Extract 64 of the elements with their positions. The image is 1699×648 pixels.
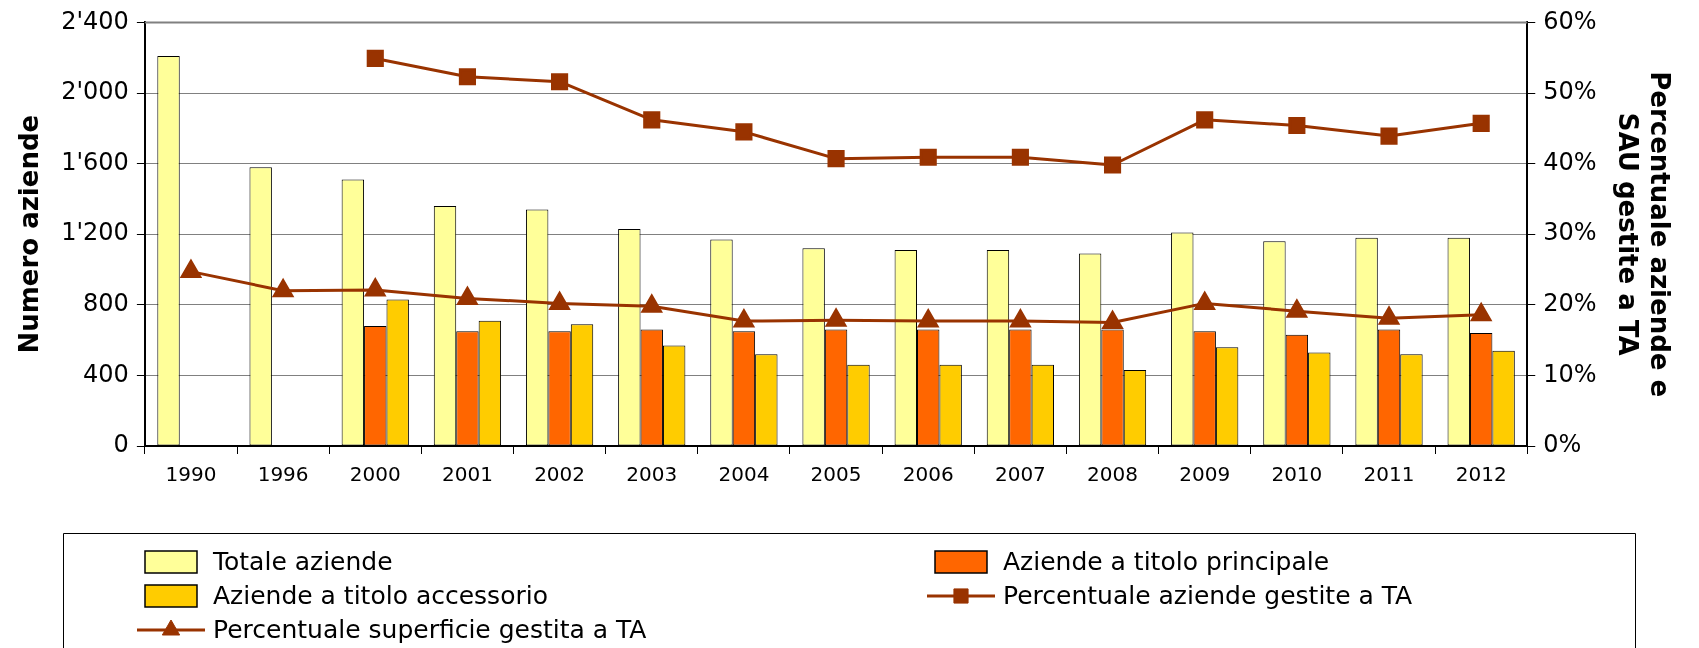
point: [1196, 111, 1214, 129]
point: [1010, 309, 1031, 328]
point: [919, 148, 937, 166]
point: [918, 309, 939, 328]
legend-label: Totale aziende: [212, 546, 393, 576]
y-tick-label: 2'000: [61, 77, 129, 106]
point: [827, 150, 845, 168]
y2-tick-label: 0%: [1543, 430, 1582, 459]
point: [1011, 148, 1029, 166]
x-tick-label: 2003: [626, 462, 678, 487]
legend-label: Aziende a titolo principale: [1003, 546, 1330, 576]
point: [641, 294, 662, 313]
point: [1102, 310, 1123, 329]
point: [1472, 114, 1490, 132]
x-tick-label: 2008: [1087, 462, 1138, 487]
point: [825, 308, 847, 327]
x-tick-label: 2012: [1455, 462, 1507, 487]
x-tick-label: 2000: [349, 462, 401, 487]
x-tick-label: 2006: [902, 462, 954, 487]
y-tick-label: 800: [83, 289, 129, 318]
x-tick-label: 1996: [257, 462, 309, 487]
y2-tick-label: 30%: [1543, 218, 1597, 247]
x-tick-label: 1990: [165, 462, 217, 487]
y-axis-title: Numero aziende: [14, 114, 45, 354]
x-tick-label: 2007: [994, 462, 1046, 487]
point: [366, 49, 384, 67]
y2-tick-label: 60%: [1543, 6, 1597, 35]
y2-axis-title: Percentuale aziende e SAU gestite a TA: [1613, 71, 1675, 398]
y-tick-label: 2'400: [61, 6, 129, 35]
y2-tick-label: 20%: [1543, 289, 1597, 318]
x-tick-label: 2004: [718, 462, 770, 487]
legend-label: Percentuale superficie gestita a TA: [213, 614, 647, 644]
x-tick-label: 2005: [810, 462, 862, 487]
point: [1288, 116, 1306, 135]
point: [735, 123, 753, 141]
point: [1380, 127, 1398, 145]
point: [457, 286, 478, 305]
point: [1103, 156, 1122, 174]
y2-tick-label: 10%: [1543, 359, 1597, 388]
point: [1286, 299, 1308, 318]
point: [549, 291, 570, 310]
x-tick-label: 2010: [1271, 462, 1323, 487]
point: [1378, 306, 1400, 325]
point: [180, 260, 202, 279]
x-tick-label: 2001: [441, 462, 493, 487]
point: [458, 68, 476, 86]
y-tick-label: 0: [113, 430, 129, 459]
y-tick-label: 1'200: [61, 218, 129, 247]
x-tick-label: 2002: [534, 462, 586, 487]
point: [1194, 291, 1215, 310]
legend-label: Aziende a titolo accessorio: [213, 580, 548, 610]
point: [733, 309, 755, 328]
x-tick-label: 2011: [1363, 462, 1415, 487]
point: [365, 278, 386, 297]
legend-label: Percentuale aziende gestite a TA: [1003, 580, 1413, 610]
point: [272, 279, 294, 298]
x-tick-label: 2009: [1179, 462, 1231, 487]
y2-tick-label: 40%: [1543, 147, 1597, 176]
y-tick-label: 400: [83, 359, 129, 388]
point: [551, 73, 569, 91]
y2-tick-label: 50%: [1543, 77, 1597, 106]
point: [1471, 303, 1492, 322]
y-tick-label: 1'600: [61, 147, 129, 176]
point: [643, 111, 661, 129]
